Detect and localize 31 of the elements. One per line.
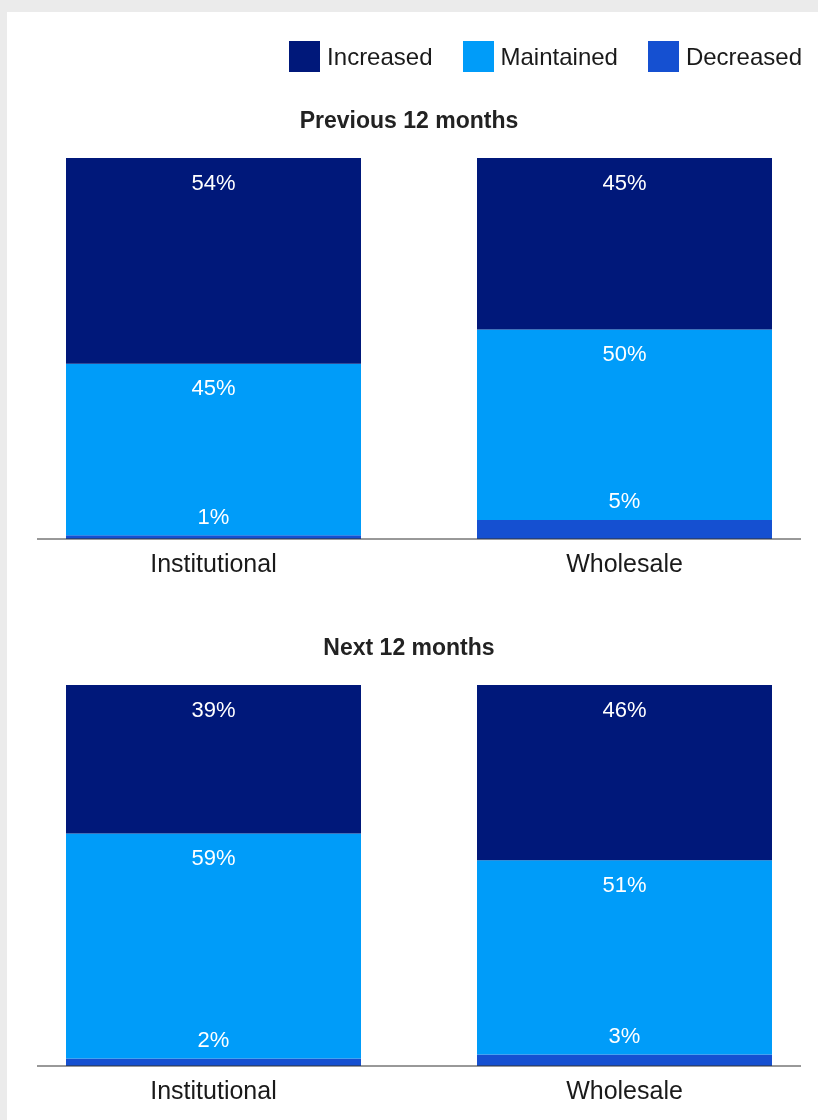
bar: [66, 158, 361, 364]
data-label: 51%: [602, 871, 647, 897]
bar: [66, 685, 361, 834]
bar: [477, 329, 772, 520]
bar: [477, 860, 772, 1055]
data-label: 59%: [191, 845, 236, 871]
legend-label: Decreased: [685, 42, 802, 72]
data-label: 3%: [608, 1023, 641, 1049]
data-label: 2%: [197, 1026, 230, 1052]
bar: [66, 1058, 361, 1066]
x-tick-label: Institutional: [150, 1075, 277, 1104]
bar: [477, 519, 772, 539]
data-label: 50%: [602, 340, 647, 366]
legend-label: Maintained: [500, 42, 618, 72]
data-label: 45%: [602, 169, 647, 195]
bar: [477, 685, 772, 861]
bar: [66, 833, 361, 1059]
data-label: 1%: [197, 503, 230, 529]
bar: [66, 363, 361, 536]
data-label: 46%: [602, 696, 647, 722]
x-tick-label: Wholesale: [566, 1075, 683, 1104]
chart-title: Previous 12 months: [298, 106, 520, 135]
data-label: 5%: [608, 488, 641, 514]
legend-label: Increased: [327, 42, 433, 72]
x-tick-label: Wholesale: [566, 548, 683, 577]
x-tick-label: Institutional: [150, 548, 277, 577]
data-label: 45%: [191, 375, 236, 401]
bar: [477, 158, 772, 330]
chart-title: Next 12 months: [322, 633, 496, 662]
data-label: 54%: [191, 169, 236, 195]
data-label: 39%: [191, 696, 236, 722]
